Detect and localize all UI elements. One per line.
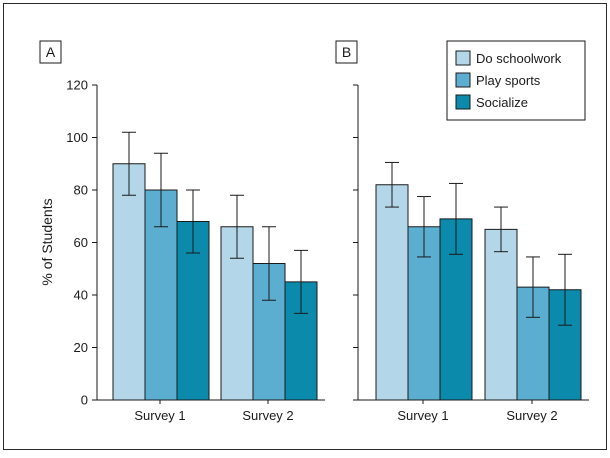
y-tick-label: 20 (74, 340, 88, 355)
legend-swatch (455, 94, 471, 110)
panel-a: 0 20 40 60 80 100 120 A Survey 1 Survey 2 (39, 40, 325, 423)
x-category-label: Survey 2 (506, 408, 557, 423)
x-category-label: Survey 1 (134, 408, 185, 423)
panel-tag-label: B (342, 44, 351, 60)
bar-do-schoolwork (484, 228, 518, 401)
panel-tag-box (335, 40, 358, 64)
legend-label: Socialize (476, 95, 528, 110)
y-tick-label: 120 (66, 78, 88, 93)
y-axis-title: % of Students (39, 198, 55, 285)
x-category-label: Survey 2 (242, 408, 293, 423)
legend-swatch (455, 50, 471, 66)
legend-label: Play sports (476, 73, 541, 88)
y-tick-label: 100 (66, 130, 88, 145)
legend-swatch (455, 72, 471, 88)
y-tick-label: 80 (74, 183, 88, 198)
y-tick-label: 60 (74, 235, 88, 250)
x-category-label: Survey 1 (397, 408, 448, 423)
panel-tag-label: A (46, 44, 56, 60)
legend: Do schoolwork Play sports Socialize (446, 40, 586, 121)
y-tick-label: 0 (81, 393, 88, 408)
panel-tag-box (39, 40, 62, 64)
bar-do-schoolwork (375, 184, 409, 401)
bar-do-schoolwork (112, 163, 146, 401)
panel-b: B Survey 1 Survey 2 (335, 40, 589, 423)
y-tick-label: 40 (74, 288, 88, 303)
legend-label: Do schoolwork (476, 51, 562, 66)
